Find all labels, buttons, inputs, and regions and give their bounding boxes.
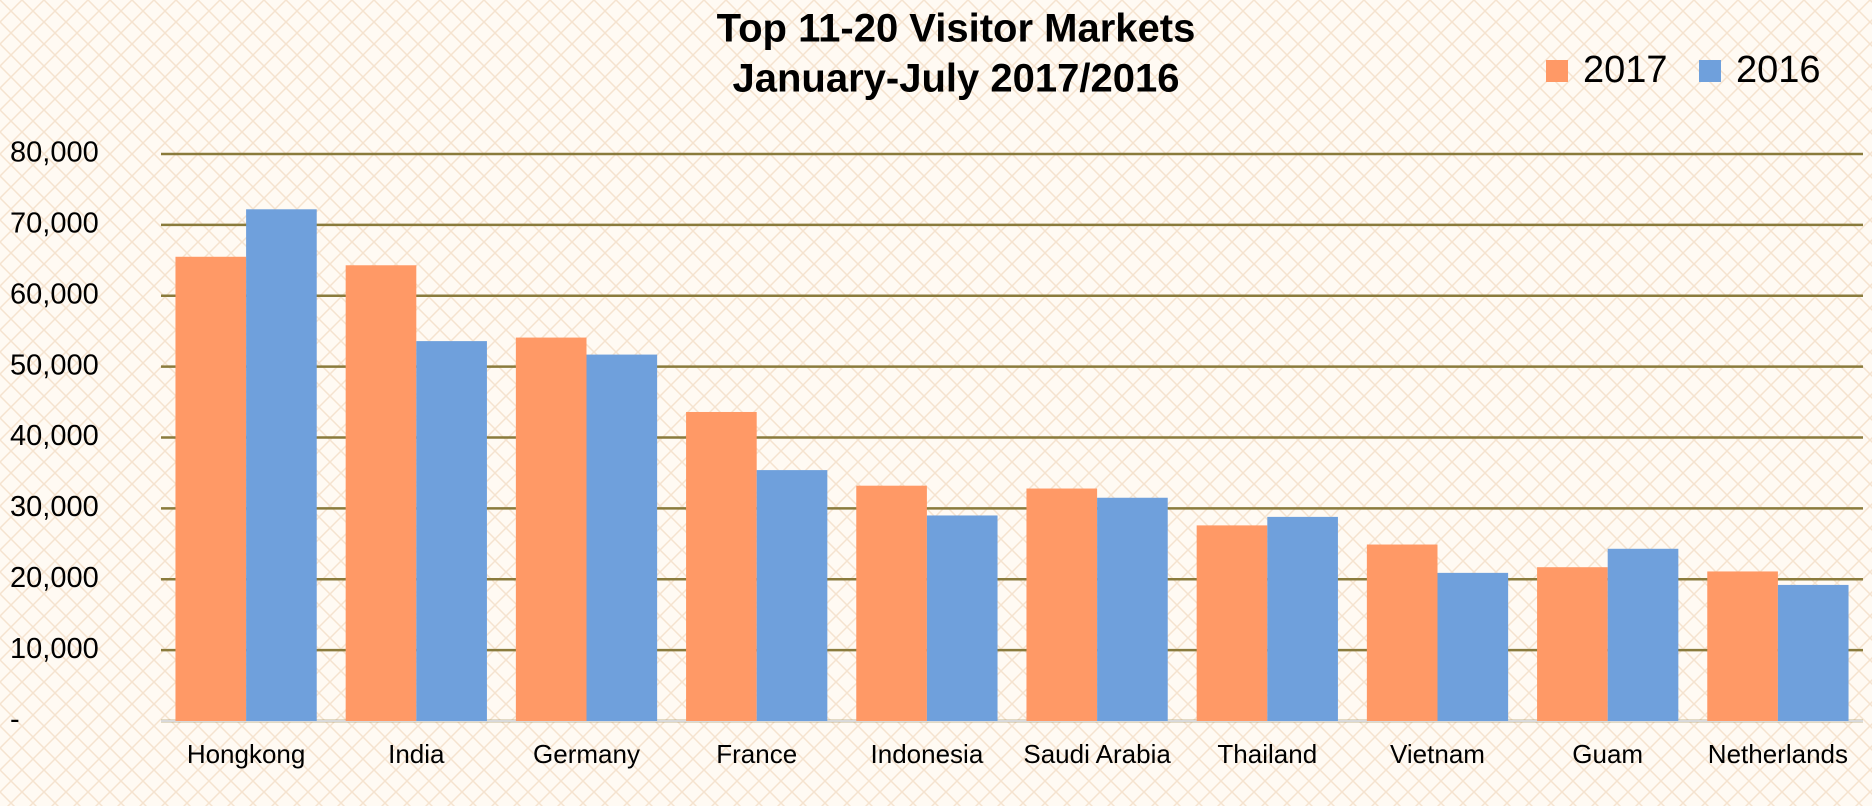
x-tick-label: France bbox=[716, 739, 797, 769]
x-tick-label: Germany bbox=[533, 739, 640, 769]
bar bbox=[1437, 572, 1509, 721]
y-tick-label: 60,000 bbox=[10, 278, 99, 310]
bar bbox=[1366, 544, 1438, 721]
chart-subtitle: January-July 2017/2016 bbox=[733, 57, 1180, 101]
bar bbox=[1537, 567, 1608, 721]
bar bbox=[926, 515, 998, 721]
x-tick-label: India bbox=[388, 739, 445, 769]
bar bbox=[1196, 525, 1268, 721]
y-tick-label: 10,000 bbox=[10, 633, 99, 665]
bar bbox=[345, 265, 417, 721]
bar bbox=[586, 354, 658, 721]
y-tick-label: 30,000 bbox=[10, 491, 99, 523]
y-tick-label: 50,000 bbox=[10, 349, 99, 381]
legend-label: 2016 bbox=[1736, 49, 1821, 91]
x-tick-label: Saudi Arabia bbox=[1023, 739, 1171, 769]
bar bbox=[756, 470, 828, 721]
bar bbox=[1267, 516, 1338, 721]
y-tick-label: 40,000 bbox=[10, 420, 99, 452]
legend-label: 2017 bbox=[1583, 49, 1668, 91]
legend-swatch bbox=[1699, 60, 1721, 82]
bar bbox=[1097, 497, 1168, 721]
bar bbox=[1777, 584, 1849, 721]
x-tick-label: Hongkong bbox=[187, 739, 306, 769]
x-tick-label: Netherlands bbox=[1708, 739, 1848, 769]
bar bbox=[246, 209, 317, 721]
bar bbox=[416, 341, 487, 721]
bar bbox=[686, 411, 757, 721]
bar bbox=[515, 337, 587, 721]
y-tick-label: - bbox=[10, 704, 20, 736]
bar bbox=[175, 256, 247, 721]
legend-swatch bbox=[1546, 60, 1568, 82]
bar bbox=[1607, 548, 1679, 721]
bar bbox=[856, 485, 927, 721]
y-tick-label: 70,000 bbox=[10, 208, 99, 240]
x-tick-label: Vietnam bbox=[1390, 739, 1485, 769]
y-tick-label: 20,000 bbox=[10, 562, 99, 594]
x-tick-label: Thailand bbox=[1217, 739, 1317, 769]
legend: 2017 2016 bbox=[1546, 49, 1821, 91]
chart-title: Top 11-20 Visitor Markets bbox=[717, 7, 1196, 51]
x-tick-label: Indonesia bbox=[871, 739, 984, 769]
bar bbox=[1707, 571, 1778, 721]
x-tick-label: Guam bbox=[1572, 739, 1643, 769]
bar bbox=[1026, 488, 1098, 721]
y-tick-label: 80,000 bbox=[10, 137, 99, 169]
